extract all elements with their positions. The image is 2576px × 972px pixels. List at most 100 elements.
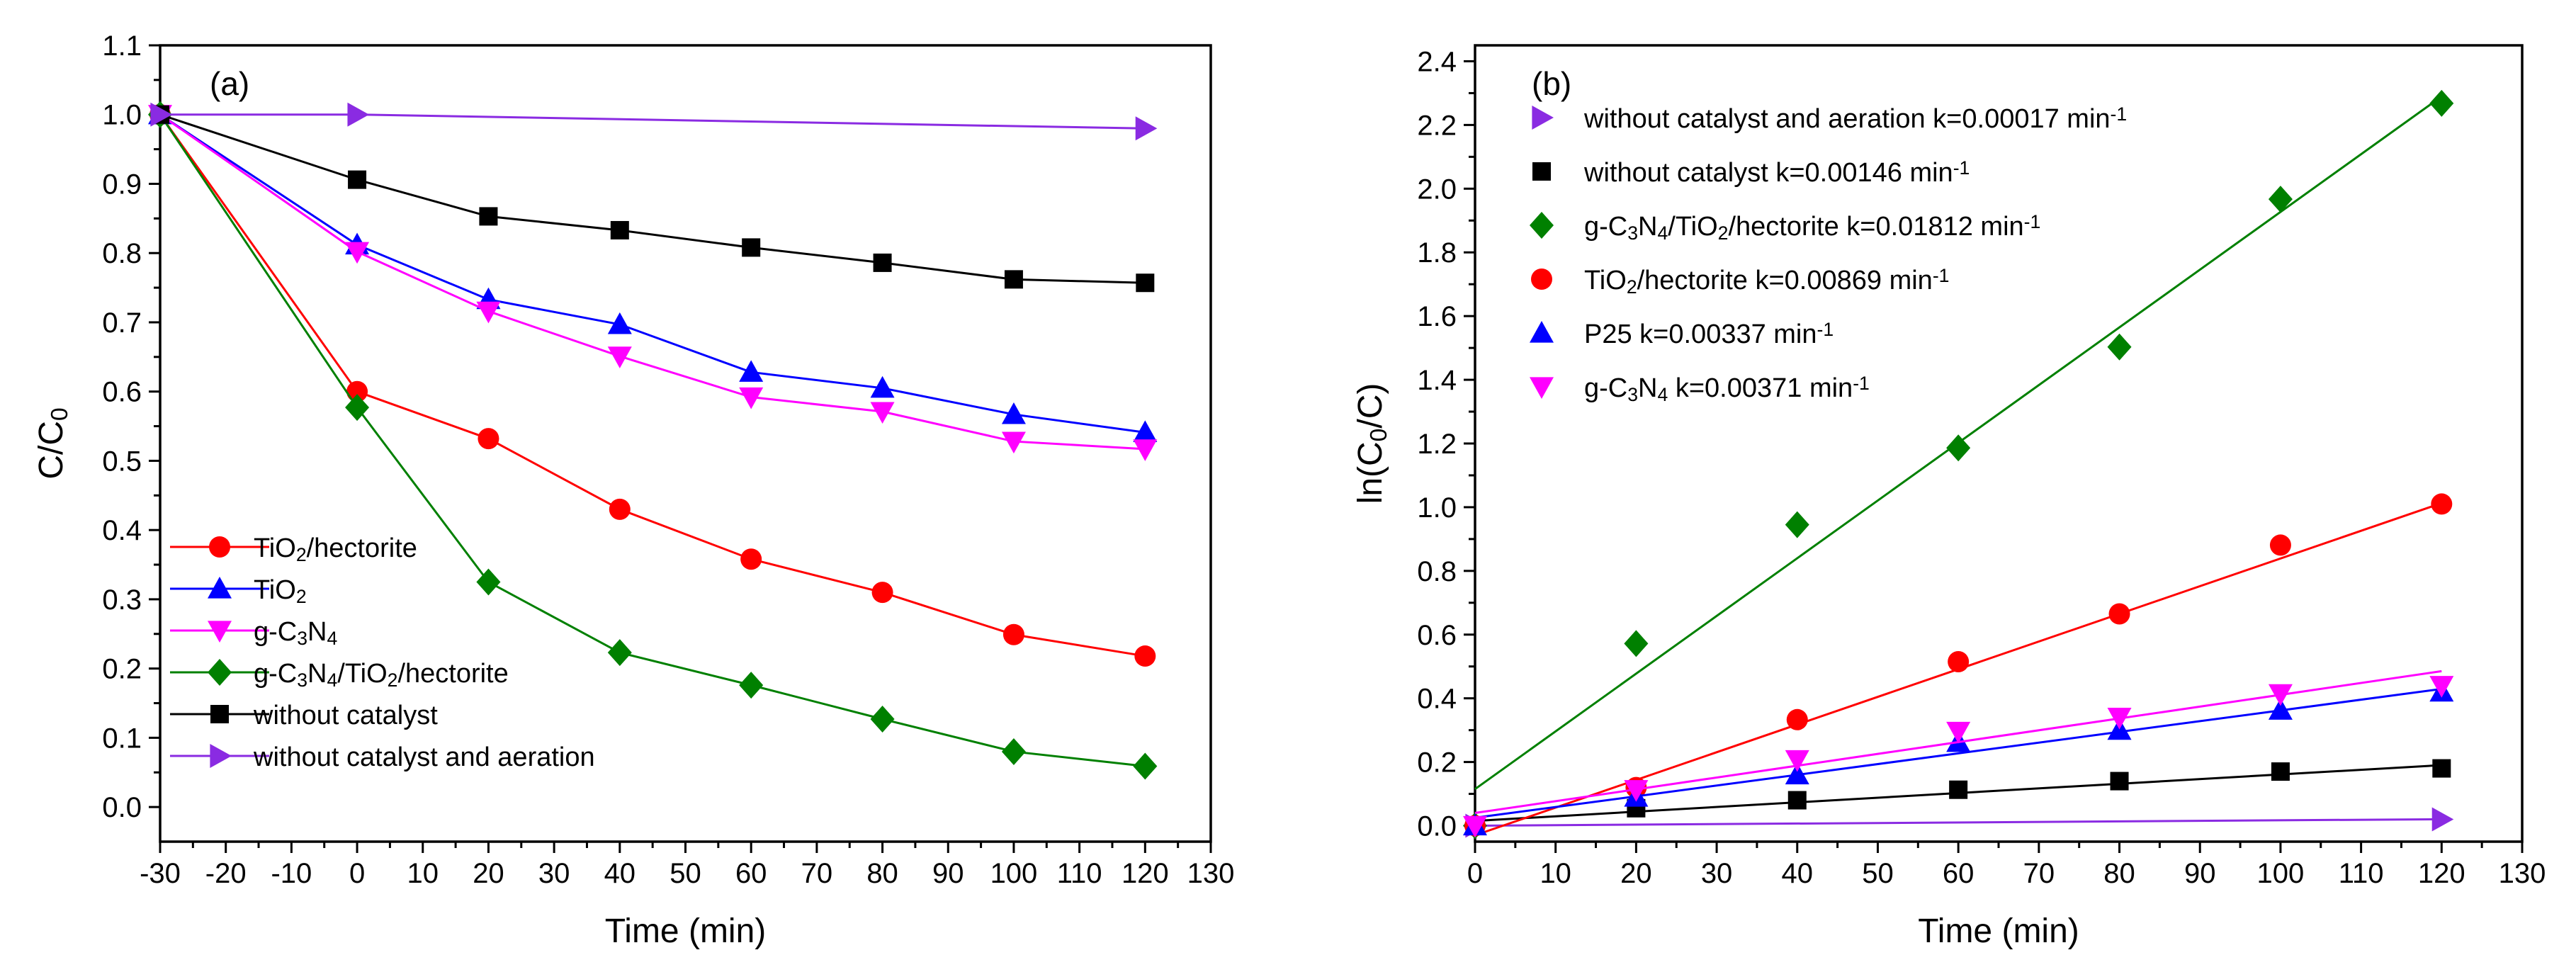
x-axis-title: Time (min) bbox=[605, 912, 767, 950]
data-point bbox=[2429, 89, 2454, 117]
legend-item: without catalyst and aeration k=0.00017 … bbox=[1532, 103, 2127, 134]
x-tick-label: 20 bbox=[473, 858, 504, 889]
x-tick-label: 20 bbox=[1620, 858, 1652, 889]
legend: without catalyst and aeration k=0.00017 … bbox=[1530, 103, 2127, 405]
legend-item: TiO2 bbox=[170, 575, 307, 607]
data-point bbox=[1136, 273, 1155, 293]
series-line bbox=[159, 113, 1146, 767]
legend-marker bbox=[208, 577, 232, 599]
y-tick-label: 1.6 bbox=[1417, 301, 1457, 332]
y-tick-label: 0.7 bbox=[102, 307, 142, 339]
y-axis-title: ln(C0/C) bbox=[1352, 383, 1392, 504]
y-tick-label: 0.2 bbox=[102, 654, 142, 685]
x-tick-label: 30 bbox=[1701, 858, 1733, 889]
legend-item: g-C3N4 bbox=[170, 617, 337, 649]
data-point bbox=[607, 312, 632, 334]
y-tick-label: 0.5 bbox=[102, 446, 142, 477]
y-tick-label: 0.1 bbox=[102, 723, 142, 754]
legend-item: P25 k=0.00337 min-1 bbox=[1530, 319, 1834, 349]
data-point bbox=[2268, 684, 2293, 706]
data-point bbox=[2268, 698, 2293, 720]
legend-item: TiO2/hectorite k=0.00869 min-1 bbox=[1531, 265, 1949, 298]
fit-line bbox=[1474, 818, 2442, 827]
x-tick-label: 90 bbox=[932, 858, 964, 889]
data-point bbox=[1624, 780, 1649, 802]
x-tick-label: 70 bbox=[2023, 858, 2055, 889]
legend-item: without catalyst k=0.00146 min-1 bbox=[1532, 157, 1970, 188]
legend-label: P25 k=0.00337 min-1 bbox=[1584, 319, 1834, 349]
data-point bbox=[2268, 186, 2293, 213]
data-point bbox=[1001, 402, 1026, 424]
data-point bbox=[607, 639, 632, 667]
x-tick-label: 130 bbox=[1187, 858, 1235, 889]
legend-marker bbox=[1530, 321, 1554, 343]
legend-label: without catalyst and aeration k=0.00017 … bbox=[1583, 103, 2127, 134]
series-without-catalyst-and-aeration bbox=[150, 102, 1158, 141]
x-tick-label: 60 bbox=[1943, 858, 1975, 889]
data-point bbox=[610, 220, 629, 239]
legend-marker bbox=[1532, 162, 1551, 181]
x-tick-label: 60 bbox=[735, 858, 767, 889]
data-point bbox=[1135, 116, 1158, 141]
data-point bbox=[739, 672, 764, 699]
y-tick-label: 0.0 bbox=[102, 792, 142, 823]
y-tick-label: 0.6 bbox=[102, 377, 142, 408]
legend-marker bbox=[208, 659, 232, 686]
data-point bbox=[345, 394, 370, 422]
x-tick-label: 40 bbox=[604, 858, 636, 889]
data-point bbox=[2108, 603, 2130, 625]
data-point bbox=[1133, 420, 1158, 442]
legend-marker bbox=[210, 744, 232, 768]
y-tick-label: 1.1 bbox=[102, 30, 142, 62]
series-without-catalyst-and-aeration-k-0-00017-min-1 bbox=[1465, 807, 2454, 838]
panel-label: (a) bbox=[210, 65, 249, 102]
x-tick-label: 120 bbox=[1122, 858, 1169, 889]
series-g-c3n4-tio2-hectorite bbox=[148, 101, 1158, 780]
series-line bbox=[159, 113, 1146, 284]
y-tick-label: 2.4 bbox=[1417, 46, 1457, 77]
legend-label: without catalyst and aeration bbox=[253, 742, 595, 772]
series-tio2-hectorite bbox=[149, 103, 1156, 667]
data-point bbox=[1001, 431, 1026, 454]
data-point bbox=[1624, 630, 1649, 657]
x-tick-label: 130 bbox=[2499, 858, 2546, 889]
data-point bbox=[2269, 534, 2291, 556]
data-point bbox=[2110, 772, 2129, 791]
y-tick-label: 0.8 bbox=[1417, 556, 1457, 587]
y-tick-label: 1.8 bbox=[1417, 237, 1457, 269]
data-point bbox=[2431, 493, 2453, 515]
legend-label: g-C3N4/TiO2/hectorite k=0.01812 min-1 bbox=[1584, 211, 2040, 244]
y-tick-label: 0.8 bbox=[102, 238, 142, 269]
legend-item: g-C3N4/TiO2/hectorite bbox=[170, 659, 509, 691]
data-point bbox=[1133, 439, 1158, 461]
series-g-c3n4-k-0-00371-min-1 bbox=[1463, 669, 2454, 838]
y-tick-label: 2.0 bbox=[1417, 174, 1457, 205]
y-axis-title: C/C0 bbox=[33, 407, 73, 479]
series-without-catalyst-k-0-00146-min-1 bbox=[1466, 759, 2451, 835]
data-point bbox=[1001, 738, 1026, 765]
data-point bbox=[1463, 815, 1487, 838]
x-tick-label: 0 bbox=[349, 858, 365, 889]
data-point bbox=[1133, 752, 1158, 780]
legend-item: g-C3N4/TiO2/hectorite k=0.01812 min-1 bbox=[1530, 211, 2040, 244]
data-point bbox=[609, 498, 631, 520]
data-point bbox=[870, 375, 895, 398]
x-tick-label: -30 bbox=[140, 858, 181, 889]
data-point bbox=[1949, 780, 1968, 799]
legend-label: g-C3N4/TiO2/hectorite bbox=[254, 659, 509, 691]
x-tick-label: 100 bbox=[2257, 858, 2305, 889]
series-line bbox=[160, 113, 1146, 130]
data-point bbox=[2431, 807, 2454, 832]
y-tick-label: 0.9 bbox=[102, 169, 142, 200]
legend-label: TiO2/hectorite bbox=[254, 533, 417, 565]
y-tick-label: 1.4 bbox=[1417, 365, 1457, 396]
data-point bbox=[345, 242, 370, 264]
x-tick-label: 0 bbox=[1467, 858, 1483, 889]
x-tick-label: 40 bbox=[1782, 858, 1814, 889]
data-point bbox=[1787, 791, 1807, 810]
data-point bbox=[348, 170, 367, 189]
x-tick-label: 110 bbox=[2339, 858, 2384, 889]
series-line bbox=[159, 113, 1146, 434]
x-tick-label: 50 bbox=[1862, 858, 1894, 889]
data-point bbox=[873, 253, 892, 272]
